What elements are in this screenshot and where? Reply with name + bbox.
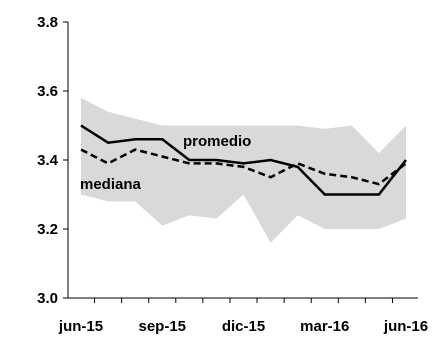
series-labels: promedio mediana [80, 133, 251, 193]
y-tick-label: 3.0 [37, 290, 58, 307]
y-tick-label: 3.8 [37, 14, 58, 31]
x-tick-label: jun-16 [383, 318, 428, 335]
range-band-layer [81, 97, 406, 243]
series-line-mediana [80, 148, 407, 186]
series-label-promedio: promedio [183, 133, 251, 150]
y-tick-label: 3.2 [37, 221, 58, 238]
x-tick-label: mar-16 [300, 318, 349, 335]
series-line-promedio [80, 124, 407, 196]
range-band [81, 97, 406, 243]
x-ticks: jun-15 sep-15 dic-15 mar-16 jun-16 [58, 298, 428, 335]
y-tick-label: 3.6 [37, 83, 58, 100]
x-tick-label: dic-15 [222, 318, 265, 335]
series-layer [80, 124, 407, 196]
x-tick-label: jun-15 [58, 318, 103, 335]
y-ticks: 3.0 3.2 3.4 3.6 3.8 [37, 14, 68, 307]
y-tick-label: 3.4 [37, 152, 59, 169]
x-tick-label: sep-15 [138, 318, 186, 335]
series-label-mediana: mediana [80, 176, 142, 193]
